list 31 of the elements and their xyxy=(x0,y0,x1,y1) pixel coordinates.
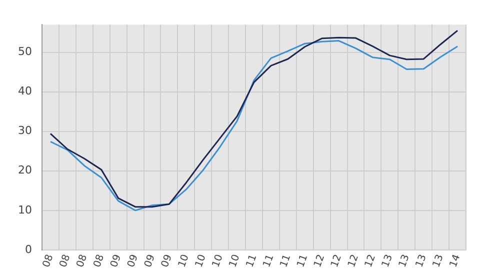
x-tick-label: 12 xyxy=(346,253,362,269)
x-tick-label: 13 xyxy=(431,253,446,269)
y-tick-label: 40 xyxy=(18,84,32,98)
x-tick-label: 12 xyxy=(363,253,378,269)
x-tick-label: 12 xyxy=(329,253,344,269)
x-tick-label: 08 xyxy=(74,253,90,269)
x-tick-label: 11 xyxy=(244,253,260,269)
x-tick-label: 09 xyxy=(142,253,158,269)
y-tick-label: 30 xyxy=(18,124,32,138)
x-tick-label: 12 xyxy=(312,253,328,269)
x-tick-label: 14 xyxy=(448,253,463,269)
x-tick-label: 11 xyxy=(278,253,294,269)
x-tick-label: 10 xyxy=(228,253,242,269)
x-tick-label: 11 xyxy=(262,253,276,269)
y-tick-label: 50 xyxy=(18,45,32,58)
x-tick-label: 09 xyxy=(126,253,141,269)
x-tick-label: 09 xyxy=(108,253,124,269)
x-tick-label: 11 xyxy=(295,253,310,269)
x-tick-label: 09 xyxy=(160,253,174,269)
x-tick-label: 13 xyxy=(380,253,395,269)
x-tick-label: 08 xyxy=(41,253,56,269)
x-tick-label: 13 xyxy=(397,253,412,269)
x-tick-label: 13 xyxy=(414,253,429,269)
y-tick-label: 0 xyxy=(24,242,32,256)
y-tick-label: 20 xyxy=(18,164,32,177)
x-tick-label: 10 xyxy=(210,253,226,269)
x-tick-label: 08 xyxy=(58,253,73,269)
x-tick-label: 10 xyxy=(176,253,192,269)
x-tick-label: 08 xyxy=(92,253,107,269)
y-tick-label: 10 xyxy=(18,203,32,216)
x-tick-label: 10 xyxy=(194,253,208,269)
